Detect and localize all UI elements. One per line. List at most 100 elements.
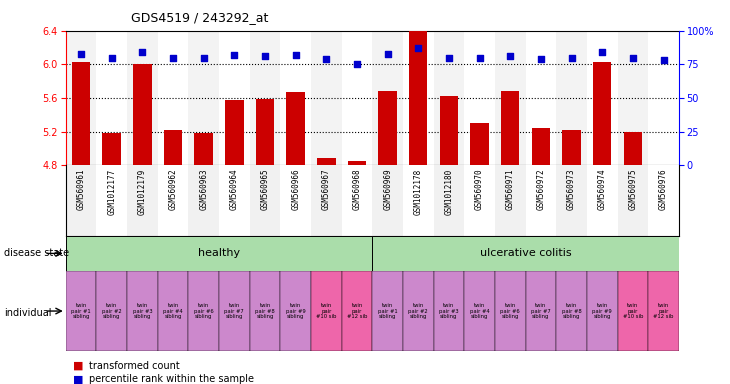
Point — [290, 52, 301, 58]
Bar — [464, 165, 495, 236]
Bar — [372, 165, 403, 236]
Text: GSM1012180: GSM1012180 — [445, 169, 453, 215]
Point — [566, 55, 577, 61]
Bar — [164, 130, 182, 384]
Bar — [347, 161, 366, 384]
Bar — [286, 92, 305, 384]
Text: healthy: healthy — [198, 248, 240, 258]
Bar — [593, 62, 612, 384]
Bar — [255, 99, 274, 384]
Text: GSM560965: GSM560965 — [261, 169, 269, 210]
Bar — [372, 271, 403, 351]
Text: twin
pair #9
sibling: twin pair #9 sibling — [285, 303, 306, 319]
Bar — [158, 165, 188, 236]
Text: twin
pair
#12 sib: twin pair #12 sib — [347, 303, 367, 319]
Bar — [501, 91, 520, 384]
Text: GSM560971: GSM560971 — [506, 169, 515, 210]
Bar — [587, 165, 618, 236]
Bar — [188, 165, 219, 236]
Text: disease state: disease state — [4, 248, 69, 258]
Text: GSM560968: GSM560968 — [353, 169, 361, 210]
Point — [228, 52, 240, 58]
Text: GDS4519 / 243292_at: GDS4519 / 243292_at — [131, 12, 269, 25]
Text: twin
pair #4
sibling: twin pair #4 sibling — [469, 303, 490, 319]
Bar — [280, 165, 311, 236]
Point — [658, 57, 669, 63]
Bar — [127, 31, 158, 165]
Point — [167, 55, 179, 61]
Bar — [372, 31, 403, 165]
Bar — [439, 96, 458, 384]
Text: twin
pair #6
sibling: twin pair #6 sibling — [500, 303, 520, 319]
Text: twin
pair #7
sibling: twin pair #7 sibling — [224, 303, 245, 319]
Bar — [96, 271, 127, 351]
Bar — [403, 271, 434, 351]
Text: GSM560967: GSM560967 — [322, 169, 331, 210]
Text: GSM560970: GSM560970 — [475, 169, 484, 210]
Bar — [342, 271, 372, 351]
Point — [504, 53, 516, 60]
Bar — [280, 271, 311, 351]
Bar — [526, 165, 556, 236]
Text: twin
pair #2
sibling: twin pair #2 sibling — [101, 303, 122, 319]
Bar — [648, 271, 679, 351]
Text: individual: individual — [4, 308, 51, 318]
Bar — [66, 31, 96, 165]
Bar — [372, 236, 679, 271]
Bar — [587, 31, 618, 165]
Point — [412, 45, 424, 51]
Text: GSM560962: GSM560962 — [169, 169, 177, 210]
Point — [259, 53, 271, 60]
Text: GSM1012177: GSM1012177 — [107, 169, 116, 215]
Point — [535, 56, 547, 62]
Bar — [127, 271, 158, 351]
Bar — [556, 31, 587, 165]
Text: twin
pair #1
sibling: twin pair #1 sibling — [377, 303, 398, 319]
Text: twin
pair #4
sibling: twin pair #4 sibling — [163, 303, 183, 319]
Point — [198, 55, 210, 61]
Bar — [66, 236, 372, 271]
Text: twin
pair
#10 sib: twin pair #10 sib — [316, 303, 337, 319]
Bar — [158, 271, 188, 351]
Bar — [464, 271, 495, 351]
Bar — [311, 31, 342, 165]
Bar — [618, 271, 648, 351]
Bar — [648, 165, 679, 236]
Bar — [250, 271, 280, 351]
Text: GSM560964: GSM560964 — [230, 169, 239, 210]
Bar — [219, 271, 250, 351]
Bar — [127, 165, 158, 236]
Text: transformed count: transformed count — [89, 361, 180, 371]
Point — [382, 50, 393, 56]
Bar — [495, 31, 526, 165]
Text: twin
pair #9
sibling: twin pair #9 sibling — [592, 303, 612, 319]
Bar — [618, 165, 648, 236]
Bar — [403, 31, 434, 165]
Bar — [562, 130, 581, 384]
Point — [351, 61, 363, 68]
Bar — [495, 165, 526, 236]
Bar — [133, 64, 152, 384]
Text: GSM560963: GSM560963 — [199, 169, 208, 210]
Bar — [96, 31, 127, 165]
Point — [627, 55, 639, 61]
Bar — [434, 31, 464, 165]
Bar — [623, 132, 642, 384]
Bar — [317, 158, 336, 384]
Bar — [225, 101, 244, 384]
Point — [106, 55, 118, 61]
Bar — [648, 31, 679, 165]
Point — [596, 49, 608, 55]
Point — [75, 50, 87, 56]
Text: percentile rank within the sample: percentile rank within the sample — [89, 374, 254, 384]
Bar — [72, 62, 91, 384]
Bar — [378, 91, 397, 384]
Bar — [434, 165, 464, 236]
Point — [474, 55, 485, 61]
Bar — [464, 31, 495, 165]
Bar — [158, 31, 188, 165]
Text: ■: ■ — [73, 374, 83, 384]
Text: ■: ■ — [73, 361, 83, 371]
Text: twin
pair #1
sibling: twin pair #1 sibling — [71, 303, 91, 319]
Text: GSM1012178: GSM1012178 — [414, 169, 423, 215]
